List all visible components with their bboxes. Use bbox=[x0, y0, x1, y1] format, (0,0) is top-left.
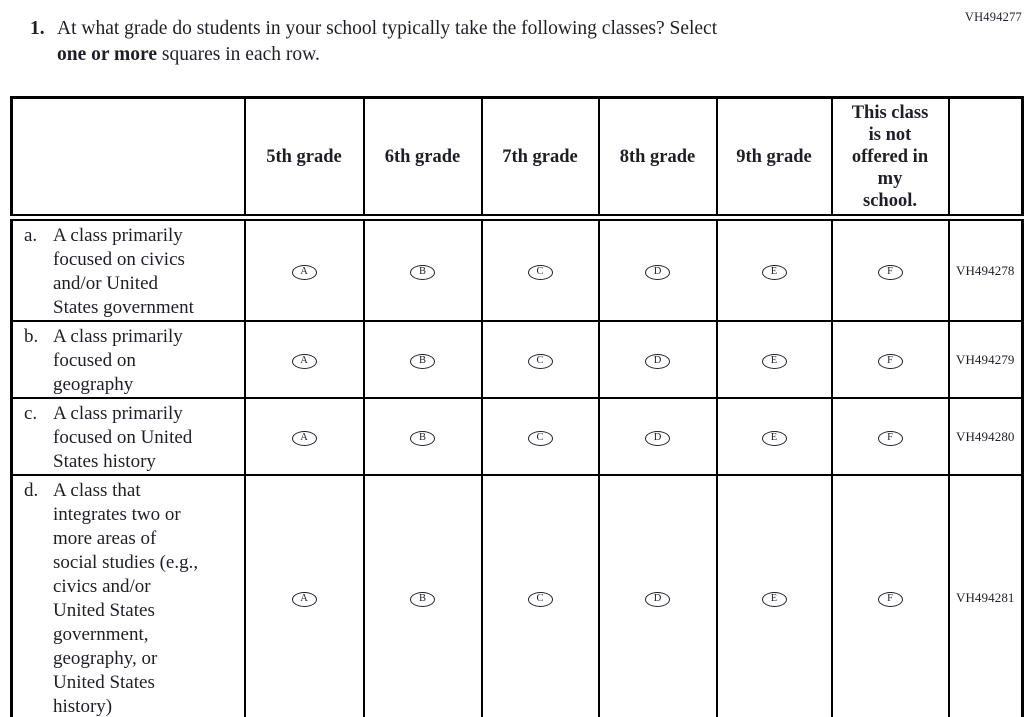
option-bubble-f[interactable]: F bbox=[877, 430, 903, 446]
row-letter: b. bbox=[24, 326, 39, 347]
row-accession-code: VH494278 bbox=[947, 216, 1024, 322]
table-row-d: d. A class that integrates two or more a… bbox=[10, 474, 1024, 717]
answer-cell: E bbox=[715, 320, 833, 399]
row-label: a. A class primarily focused on civics a… bbox=[10, 216, 246, 322]
col-header-8th-grade: 8th grade bbox=[597, 96, 718, 221]
row-accession-code: VH494279 bbox=[947, 320, 1024, 399]
option-bubble-f[interactable]: F bbox=[877, 353, 903, 369]
row-label-text: A class primarily focused on United Stat… bbox=[53, 403, 193, 472]
row-label-text: A class primarily focused on geography bbox=[53, 326, 183, 395]
answer-cell: F bbox=[830, 216, 950, 322]
answer-cell: E bbox=[715, 216, 833, 322]
answer-cell: B bbox=[362, 216, 483, 322]
answer-cell: C bbox=[480, 474, 600, 717]
option-bubble-f[interactable]: F bbox=[877, 591, 903, 607]
option-bubble-b[interactable]: B bbox=[410, 430, 435, 446]
option-bubble-e[interactable]: E bbox=[761, 591, 787, 607]
option-bubble-a[interactable]: A bbox=[291, 591, 317, 607]
table-row-a: a. A class primarily focused on civics a… bbox=[10, 216, 1024, 322]
answer-cell: F bbox=[830, 474, 950, 717]
table-row-c: c. A class primarily focused on United S… bbox=[10, 397, 1024, 476]
option-bubble-a[interactable]: A bbox=[291, 264, 317, 280]
option-bubble-c[interactable]: C bbox=[527, 353, 553, 369]
answer-cell: D bbox=[597, 397, 718, 476]
question-block: 1. At what grade do students in your sch… bbox=[30, 16, 940, 68]
row-label-text: A class that integrates two or more area… bbox=[53, 480, 199, 717]
question-text: At what grade do students in your school… bbox=[57, 16, 940, 68]
answer-cell: B bbox=[362, 397, 483, 476]
answer-cell: D bbox=[597, 216, 718, 322]
answer-cell: A bbox=[243, 320, 365, 399]
answer-cell: C bbox=[480, 320, 600, 399]
answer-cell: F bbox=[830, 320, 950, 399]
answer-cell: E bbox=[715, 397, 833, 476]
option-bubble-a[interactable]: A bbox=[291, 353, 317, 369]
row-letter: d. bbox=[24, 480, 39, 501]
answer-cell: B bbox=[362, 320, 483, 399]
row-letter: c. bbox=[24, 403, 38, 424]
question-line1: At what grade do students in your school… bbox=[57, 18, 718, 39]
option-bubble-b[interactable]: B bbox=[410, 264, 435, 280]
accession-code: VH494277 bbox=[964, 10, 1022, 24]
option-bubble-c[interactable]: C bbox=[527, 591, 553, 607]
header-blank-code-cell bbox=[947, 96, 1024, 221]
option-bubble-c[interactable]: C bbox=[527, 430, 553, 446]
row-accession-code: VH494281 bbox=[947, 474, 1024, 717]
answer-cell: A bbox=[243, 474, 365, 717]
table-row-b: b. A class primarily focused on geograph… bbox=[10, 320, 1024, 399]
option-bubble-a[interactable]: A bbox=[291, 430, 317, 446]
col-header-9th-grade: 9th grade bbox=[715, 96, 833, 221]
col-header-7th-grade: 7th grade bbox=[480, 96, 600, 221]
row-label: d. A class that integrates two or more a… bbox=[10, 474, 246, 717]
option-bubble-e[interactable]: E bbox=[761, 264, 787, 280]
question-number: 1. bbox=[30, 18, 45, 39]
option-bubble-e[interactable]: E bbox=[761, 353, 787, 369]
answer-cell: B bbox=[362, 474, 483, 717]
option-bubble-b[interactable]: B bbox=[410, 353, 435, 369]
col-header-not-offered: This class is not offered in my school. bbox=[830, 96, 950, 221]
question-table: 5th grade 6th grade 7th grade 8th grade … bbox=[10, 96, 1024, 717]
option-bubble-b[interactable]: B bbox=[410, 591, 435, 607]
option-bubble-e[interactable]: E bbox=[761, 430, 787, 446]
row-label: b. A class primarily focused on geograph… bbox=[10, 320, 246, 399]
answer-cell: F bbox=[830, 397, 950, 476]
col-header-6th-grade: 6th grade bbox=[362, 96, 483, 221]
answer-cell: E bbox=[715, 474, 833, 717]
option-bubble-c[interactable]: C bbox=[527, 264, 553, 280]
option-bubble-d[interactable]: D bbox=[645, 353, 670, 369]
row-letter: a. bbox=[24, 225, 38, 246]
answer-cell: C bbox=[480, 397, 600, 476]
col-header-5th-grade: 5th grade bbox=[243, 96, 365, 221]
answer-cell: A bbox=[243, 216, 365, 322]
option-bubble-d[interactable]: D bbox=[645, 591, 670, 607]
option-bubble-d[interactable]: D bbox=[645, 430, 670, 446]
answer-cell: C bbox=[480, 216, 600, 322]
row-label: c. A class primarily focused on United S… bbox=[10, 397, 246, 476]
question-line2-rest: squares in each row. bbox=[157, 44, 320, 65]
answer-cell: A bbox=[243, 397, 365, 476]
question-bold-phrase: one or more bbox=[57, 44, 158, 65]
answer-cell: D bbox=[597, 320, 718, 399]
answer-cell: D bbox=[597, 474, 718, 717]
option-bubble-f[interactable]: F bbox=[877, 264, 903, 280]
row-accession-code: VH494280 bbox=[947, 397, 1024, 476]
header-blank-label-cell bbox=[10, 96, 246, 221]
row-label-text: A class primarily focused on civics and/… bbox=[53, 225, 194, 318]
table-header-row: 5th grade 6th grade 7th grade 8th grade … bbox=[10, 96, 1024, 221]
option-bubble-d[interactable]: D bbox=[645, 264, 670, 280]
